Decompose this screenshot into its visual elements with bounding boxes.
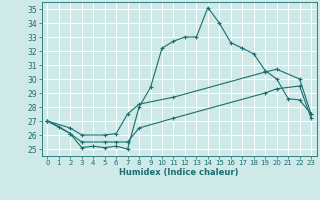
- X-axis label: Humidex (Indice chaleur): Humidex (Indice chaleur): [119, 168, 239, 177]
